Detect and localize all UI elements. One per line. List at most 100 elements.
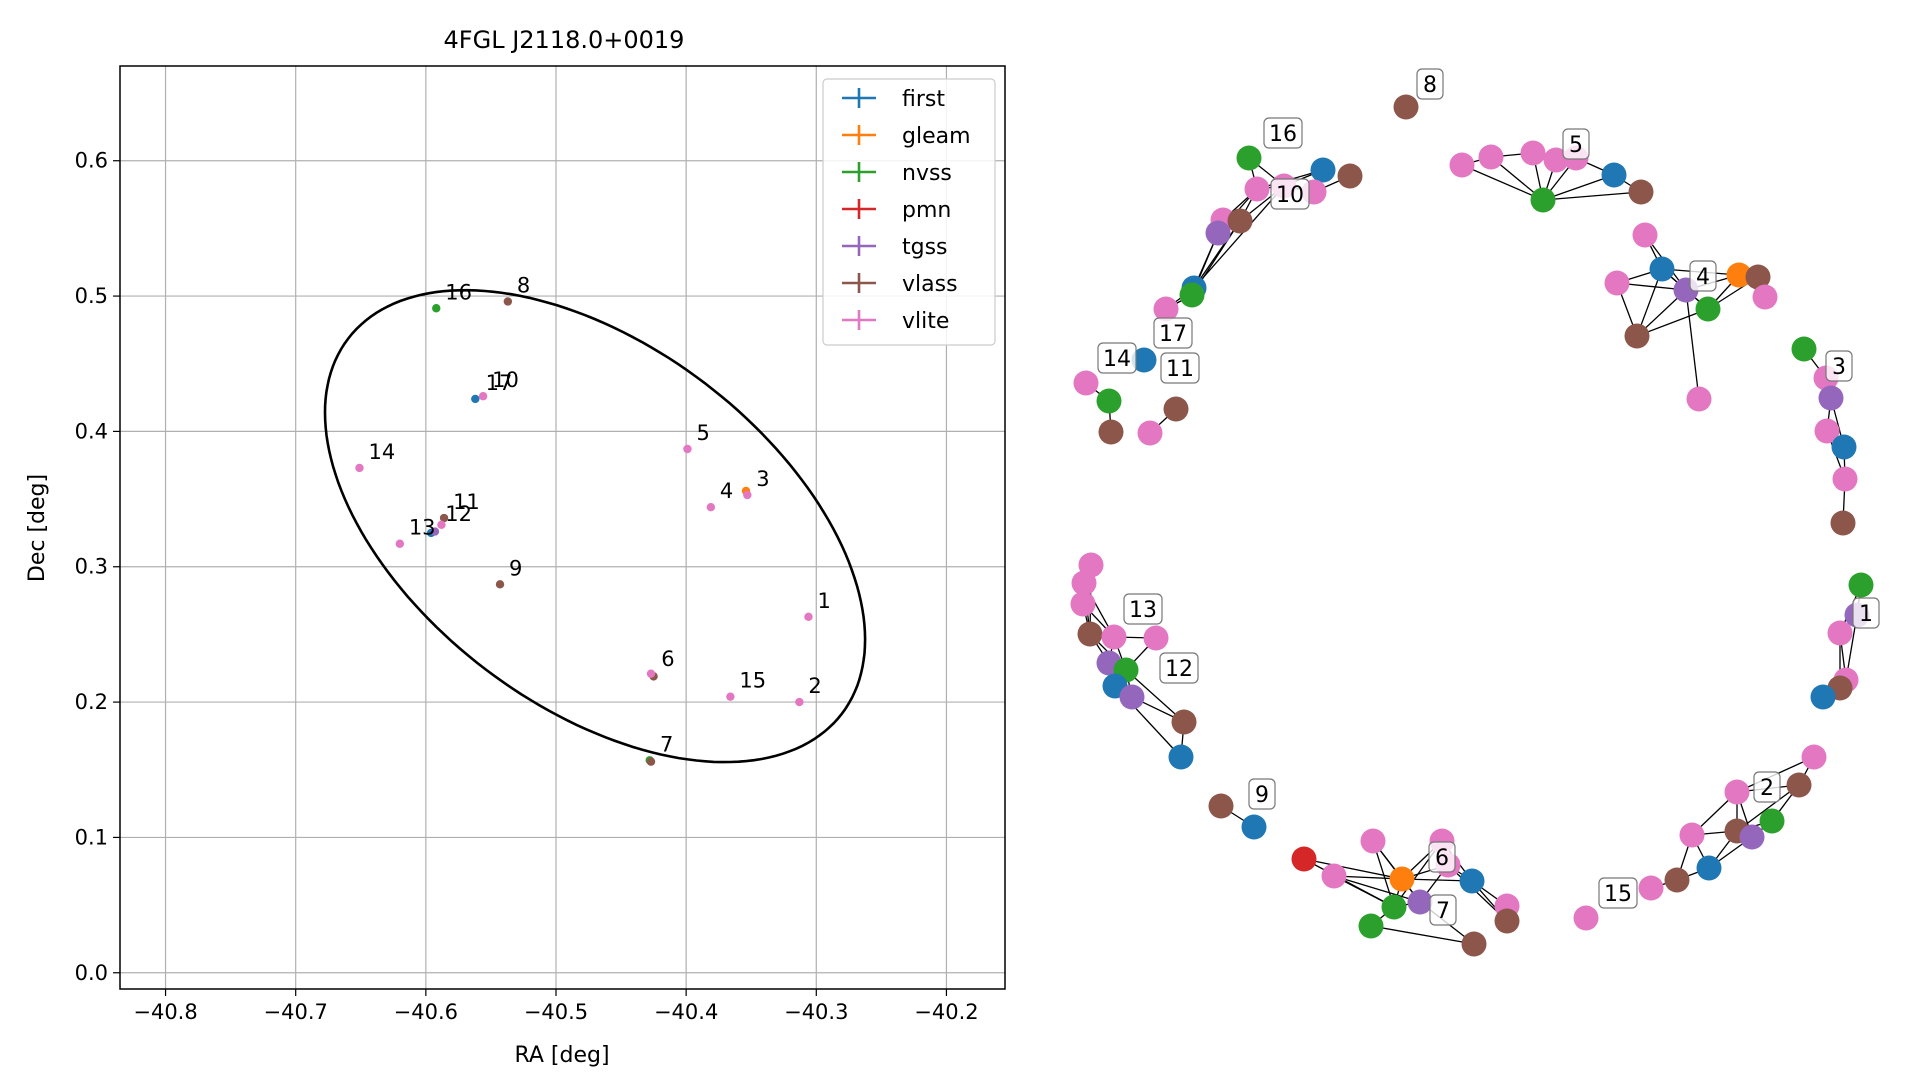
network-node-vlite: [1827, 620, 1853, 646]
cluster-label-box: [1753, 771, 1781, 803]
cluster-label: 16: [1269, 122, 1297, 147]
network-edge: [1461, 164, 1544, 201]
legend-label-vlite: vlite: [902, 309, 949, 334]
network-node-gleam: [1389, 866, 1415, 892]
plot-frame: [119, 65, 1006, 990]
point-vlite: [683, 444, 692, 454]
network-node-vlite: [1143, 625, 1169, 651]
network-node-vlass: [1393, 94, 1419, 120]
cluster-label: 2: [1760, 776, 1774, 801]
point-vlite: [646, 669, 656, 678]
x-axis-label: RA [deg]: [514, 1043, 609, 1068]
network-edge: [1333, 875, 1421, 903]
point-tgss: [430, 527, 440, 536]
source-label: 14: [368, 440, 395, 464]
network-node-vlass: [1494, 908, 1520, 934]
network-node-nvss: [1848, 572, 1874, 598]
network-edge: [1636, 308, 1709, 337]
cluster-label-box: [1416, 68, 1444, 100]
cluster-label-box: [1428, 841, 1456, 873]
network-node-vlite: [1478, 144, 1504, 170]
cluster-label-box: [1097, 342, 1137, 374]
network-node-vlite: [1679, 822, 1705, 848]
network-node-nvss: [1759, 808, 1785, 834]
point-nvss: [432, 304, 441, 313]
legend-label-tgss: tgss: [902, 235, 948, 260]
network-node-vlite: [1543, 147, 1569, 173]
source-label: 16: [445, 280, 472, 304]
cluster-label-box: [1598, 877, 1638, 909]
source-label: 6: [661, 647, 674, 671]
y-axis-ticks: 0.0 0.1 0.2 0.3 0.4 0.5 0.6: [75, 149, 120, 985]
legend-label-gleam: gleam: [902, 124, 971, 149]
cluster-label-box: [1852, 597, 1880, 629]
y-tick-label: 0.6: [75, 149, 108, 173]
legend-label-vlass: vlass: [902, 272, 958, 297]
x-tick-label: −40.4: [654, 1000, 718, 1024]
point-first: [471, 394, 480, 404]
network-node-vlite: [1752, 284, 1778, 310]
point-vlite: [743, 490, 752, 500]
point-vlite: [726, 692, 735, 701]
network-node-vlass: [1786, 772, 1812, 798]
source-label: 9: [509, 556, 522, 580]
legend-box: [822, 78, 996, 346]
legend: first gleam nvss pmn tgss vlass vlite: [822, 78, 996, 346]
cluster-label-box: [1160, 352, 1200, 384]
cluster-label-box: [1689, 260, 1717, 292]
network-node-vlite: [1071, 570, 1097, 596]
localization-ellipse: [323, 288, 867, 764]
source-label: 5: [696, 421, 709, 445]
cluster-label-box: [1248, 778, 1276, 810]
network-node-vlass: [1745, 264, 1771, 290]
y-axis-label: Dec [deg]: [25, 474, 50, 582]
network-node-nvss: [1791, 336, 1817, 362]
cluster-label: 15: [1604, 882, 1632, 907]
point-vlite: [395, 539, 405, 548]
network-node-vlite: [1137, 420, 1163, 446]
cluster-label-box: [1429, 894, 1457, 926]
network-node-vlass: [1208, 793, 1234, 819]
network-node-gleam: [1726, 262, 1752, 288]
network-node-vlass: [1337, 163, 1363, 189]
point-vlass: [646, 757, 656, 766]
source-label: 2: [808, 674, 821, 698]
source-label: 8: [517, 273, 530, 297]
network-node-vlite: [1070, 591, 1096, 617]
cluster-label: 13: [1129, 598, 1157, 623]
network-node-vlite: [1153, 296, 1179, 322]
network-node-vlass: [1163, 396, 1189, 422]
point-vlass: [503, 297, 513, 306]
cluster-label-box: [1123, 593, 1163, 625]
cluster-label-box: [1153, 317, 1193, 349]
network-edge: [1685, 289, 1700, 400]
source-label: 12: [445, 502, 472, 526]
source-label: 17: [486, 371, 513, 395]
network-node-vlite: [1449, 152, 1475, 178]
cluster-label: 11: [1166, 357, 1194, 382]
network-node-tgss: [1818, 385, 1844, 411]
point-vlite: [478, 392, 488, 401]
network-node-nvss: [1096, 388, 1122, 414]
network-node-vlite: [1520, 140, 1546, 166]
y-tick-label: 0.0: [75, 961, 108, 985]
network-node-vlite: [1321, 863, 1347, 889]
source-label: 1: [817, 589, 830, 613]
x-tick-label: −40.7: [264, 1000, 328, 1024]
network-node-vlite: [1724, 779, 1750, 805]
network-node-vlass: [1461, 931, 1487, 957]
cluster-label-box: [1825, 350, 1853, 382]
point-vlite: [795, 697, 804, 707]
source-label: 13: [409, 516, 436, 540]
ellipse-curve: [323, 288, 867, 764]
y-tick-label: 0.4: [75, 419, 108, 443]
y-tick-label: 0.3: [75, 555, 108, 579]
point-vlite: [437, 520, 446, 529]
network-edge: [1193, 185, 1285, 289]
network-edge: [1125, 669, 1185, 723]
y-tick-label: 0.2: [75, 690, 108, 714]
network-node-first: [1241, 814, 1267, 840]
source-points: [355, 297, 813, 766]
network-nodes: [1070, 94, 1874, 957]
